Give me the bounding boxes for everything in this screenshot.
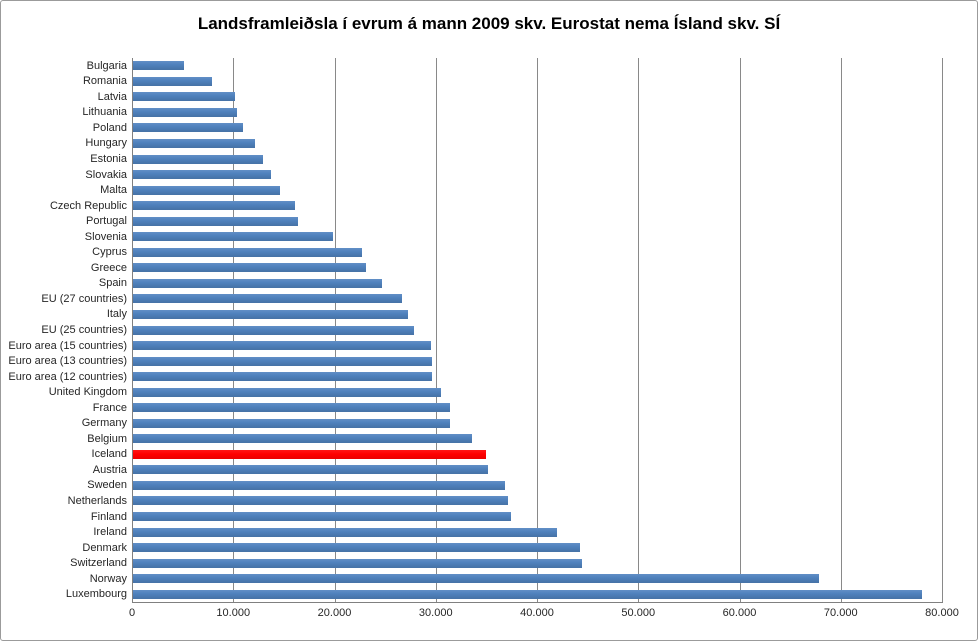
bar (133, 589, 922, 599)
category-label: Czech Republic (49, 199, 127, 212)
chart-title: Landsframleiðsla í evrum á mann 2009 skv… (197, 14, 781, 33)
bar (133, 92, 236, 102)
bar (133, 61, 184, 71)
bar (133, 341, 431, 351)
category-label: Switzerland (70, 557, 127, 570)
bar (133, 558, 582, 568)
bar (133, 294, 403, 304)
x-tick-label: 50.000 (621, 607, 656, 619)
bar (133, 543, 580, 553)
gridline (435, 58, 437, 602)
bar (133, 232, 334, 242)
category-label: Estonia (90, 153, 127, 166)
category-label: Luxembourg (65, 588, 127, 601)
gridline (739, 58, 741, 602)
gridline (942, 58, 943, 602)
bar (133, 512, 511, 521)
bar (133, 418, 450, 428)
x-tick-label: 80.000 (925, 607, 959, 619)
bar (133, 356, 432, 366)
x-tick-label: 30.000 (418, 607, 453, 619)
bar (133, 574, 820, 584)
category-label: Greece (90, 261, 127, 274)
bar (133, 387, 441, 397)
category-label: United Kingdom (48, 386, 127, 399)
category-label: Euro area (13 countries) (8, 355, 127, 368)
bar (133, 76, 212, 86)
category-label: Sweden (87, 479, 127, 492)
category-label: Slovakia (85, 168, 127, 181)
bar (133, 154, 263, 164)
category-label: Latvia (97, 90, 127, 103)
bar (133, 216, 299, 226)
x-tick-label: 60.000 (722, 607, 757, 619)
bar (133, 201, 295, 211)
category-label: Euro area (12 countries) (8, 370, 127, 383)
bar (133, 278, 383, 288)
x-tick-label: 70.000 (823, 607, 858, 619)
category-label: Slovenia (84, 230, 127, 243)
category-label: Belgium (87, 432, 127, 445)
bar (133, 263, 366, 273)
category-label: Finland (90, 510, 127, 523)
bar (133, 247, 362, 257)
bar (133, 372, 432, 382)
category-label: Cyprus (92, 246, 127, 259)
bar (133, 527, 558, 537)
bar (133, 325, 415, 335)
x-tick-label: 10.000 (216, 607, 251, 619)
category-label: Spain (98, 277, 127, 290)
bar (133, 170, 271, 180)
category-label: EU (27 countries) (41, 292, 127, 305)
gridline (537, 58, 538, 602)
bar (133, 496, 508, 506)
gridline (840, 58, 842, 602)
plot-area (132, 58, 943, 603)
category-label: Austria (92, 463, 127, 476)
gridline (638, 58, 640, 602)
category-label: France (92, 401, 127, 414)
category-label: Italy (106, 308, 127, 321)
bar (133, 123, 244, 133)
bar (133, 465, 489, 475)
category-label: EU (25 countries) (41, 323, 127, 336)
bar-iceland-highlighted (133, 449, 487, 459)
x-tick-label: 40.000 (520, 607, 554, 619)
category-label: Germany (81, 417, 127, 430)
bar (133, 309, 409, 319)
category-label: Iceland (91, 448, 127, 461)
category-label: Romania (82, 75, 127, 88)
x-tick-label: 20.000 (317, 607, 352, 619)
bar (133, 185, 280, 195)
bar (133, 138, 255, 148)
category-label: Malta (100, 184, 127, 197)
x-tick-label: 0 (128, 607, 136, 619)
bar (133, 434, 473, 444)
category-label: Norway (89, 572, 127, 585)
bar (133, 480, 505, 490)
bar (133, 403, 450, 413)
category-label: Netherlands (67, 494, 127, 507)
category-label: Bulgaria (86, 59, 127, 72)
bar (133, 107, 238, 117)
category-label: Denmark (82, 541, 127, 554)
category-label: Ireland (93, 526, 127, 539)
category-label: Hungary (85, 137, 127, 150)
category-label: Poland (92, 121, 127, 134)
category-label: Portugal (86, 215, 127, 228)
category-label: Euro area (15 countries) (8, 339, 127, 352)
category-label: Lithuania (82, 106, 127, 119)
